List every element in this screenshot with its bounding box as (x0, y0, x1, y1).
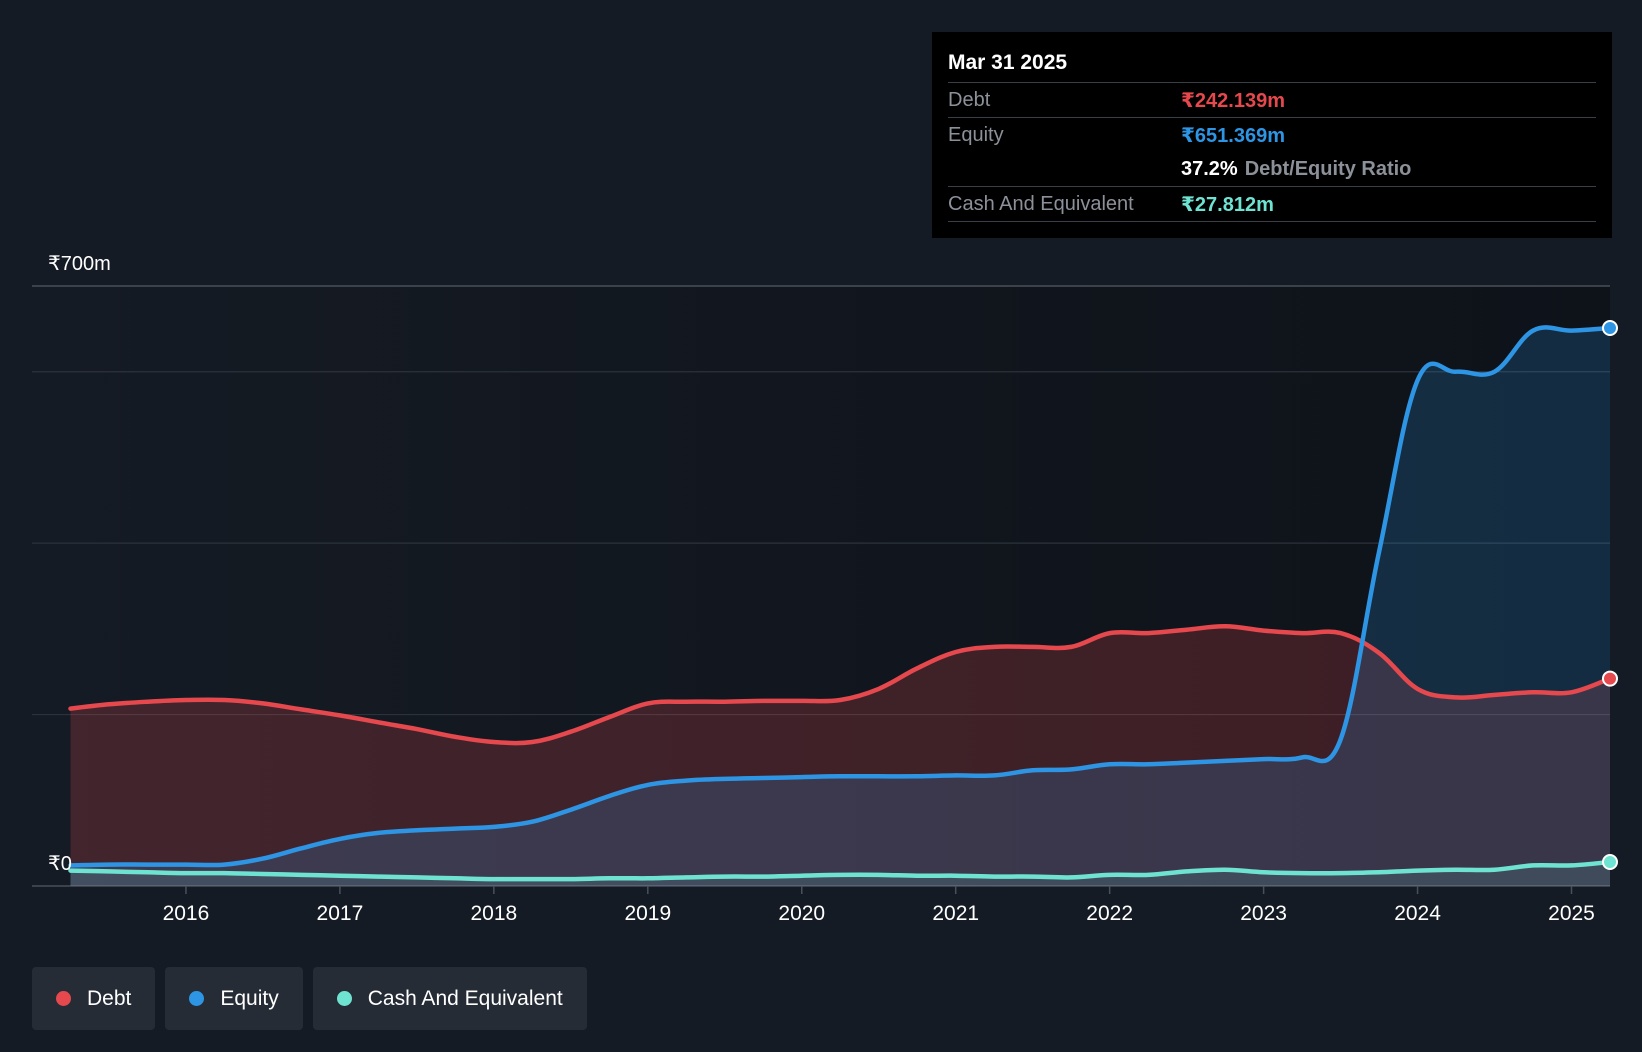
legend-equity-label: Equity (220, 986, 279, 1010)
legend-debt-label: Debt (87, 986, 132, 1010)
y-label-max: ₹700m (48, 253, 111, 275)
line-cash-and-equivalent (68, 859, 1613, 882)
x-tick-label-2018: 2018 (470, 902, 517, 925)
tooltip-date: Mar 31 2025 (948, 51, 1068, 74)
tooltip-ratio-label: Debt/Equity Ratio (1244, 157, 1412, 180)
tooltip-row-equity: Equity ₹651.369m (948, 117, 1596, 152)
x-tick-label-2019: 2019 (624, 902, 671, 925)
x-tick-label-2025: 2025 (1548, 902, 1595, 925)
x-tick-label-2022: 2022 (1086, 902, 1133, 925)
endpoint-equity (1602, 320, 1618, 336)
tooltip-ratio-value: 37.2% (1181, 157, 1238, 180)
plot-area (32, 286, 1610, 886)
x-tick-label-2017: 2017 (317, 902, 364, 925)
line-equity (68, 325, 1613, 868)
y-label-zero: ₹0 (48, 853, 72, 875)
area-debt (70, 626, 1611, 886)
series-endpoints (1602, 320, 1618, 870)
tooltip-cash-label: Cash And Equivalent (948, 192, 1134, 215)
legend: Debt Equity Cash And Equivalent (32, 967, 587, 1030)
legend-cash-label: Cash And Equivalent (367, 986, 563, 1010)
cash-dot-icon (336, 991, 352, 1006)
endpoint-cash-and-equivalent (1602, 854, 1618, 870)
x-tick-label-2023: 2023 (1240, 902, 1287, 925)
legend-item-equity[interactable]: Equity (165, 967, 303, 1030)
tooltip-panel: Mar 31 2025 Debt ₹242.139m Equity ₹651.3… (932, 32, 1612, 238)
tooltip-equity-label: Equity (948, 123, 1004, 146)
equity-dot-icon (189, 991, 205, 1006)
tooltip-debt-label: Debt (948, 88, 991, 111)
tooltip-debt-value: ₹242.139m (1181, 89, 1285, 112)
tooltip-equity-value: ₹651.369m (1181, 124, 1285, 147)
y-axis: ₹700m ₹0 (48, 253, 111, 875)
x-tick-label-2016: 2016 (163, 902, 210, 925)
tooltip-cash-value: ₹27.812m (1181, 193, 1274, 216)
debt-dot-icon (56, 991, 71, 1006)
x-tick-label-2024: 2024 (1394, 902, 1441, 925)
endpoint-debt (1602, 670, 1618, 687)
tooltip-row-ratio: 37.2% Debt/Equity Ratio (948, 152, 1596, 186)
legend-item-debt[interactable]: Debt (32, 967, 156, 1030)
x-axis: 2016 2017 2018 2019 2020 2021 2022 2023 2024 2025 (163, 886, 1595, 925)
x-tick-label-2020: 2020 (778, 902, 825, 925)
tooltip-row-cash: Cash And Equivalent ₹27.812m (948, 186, 1596, 222)
gridlines (32, 285, 1610, 887)
series-lines (68, 325, 1613, 882)
legend-item-cash[interactable]: Cash And Equivalent (312, 967, 587, 1030)
x-tick-label-2021: 2021 (932, 902, 979, 925)
line-debt (68, 624, 1613, 746)
tooltip-row-debt: Debt ₹242.139m (948, 82, 1596, 117)
area-equity (70, 327, 1611, 887)
